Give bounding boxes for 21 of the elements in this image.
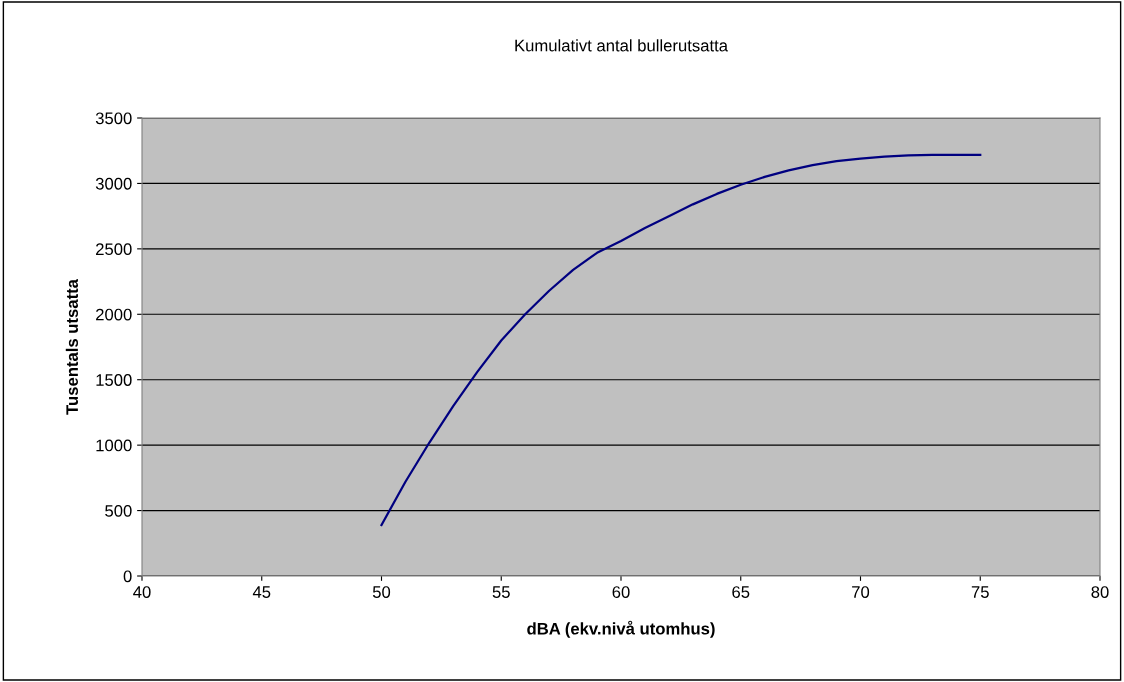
x-tick-label: 55 [492, 586, 510, 598]
y-axis-title: Tusentals utsatta [65, 278, 79, 415]
y-tick-label: 500 [105, 504, 132, 517]
y-tick-label: 1500 [96, 374, 132, 386]
x-tick-label: 70 [852, 586, 870, 598]
line-series [380, 153, 982, 527]
y-tick-label: 0 [123, 570, 132, 583]
y-tick-label: 3000 [95, 177, 132, 190]
x-tick-label: 45 [252, 586, 271, 598]
x-tick-label: 80 [1091, 586, 1109, 598]
x-tick-label: 60 [612, 586, 630, 598]
y-tick-label: 2000 [96, 308, 132, 321]
y-tick-label: 1000 [96, 439, 132, 452]
y-tick-label: 2500 [96, 243, 132, 256]
y-tick-label: 3500 [95, 112, 132, 125]
x-axis-title: dBA (ekv.nivå utomhus) [527, 620, 715, 638]
x-tick-label: 75 [971, 586, 989, 598]
chart-title: Kumulativt antal bullerutsatta [515, 39, 729, 52]
x-tick-label: 65 [732, 586, 750, 598]
x-tick-label: 50 [372, 586, 391, 598]
x-tick-label: 40 [133, 586, 151, 598]
